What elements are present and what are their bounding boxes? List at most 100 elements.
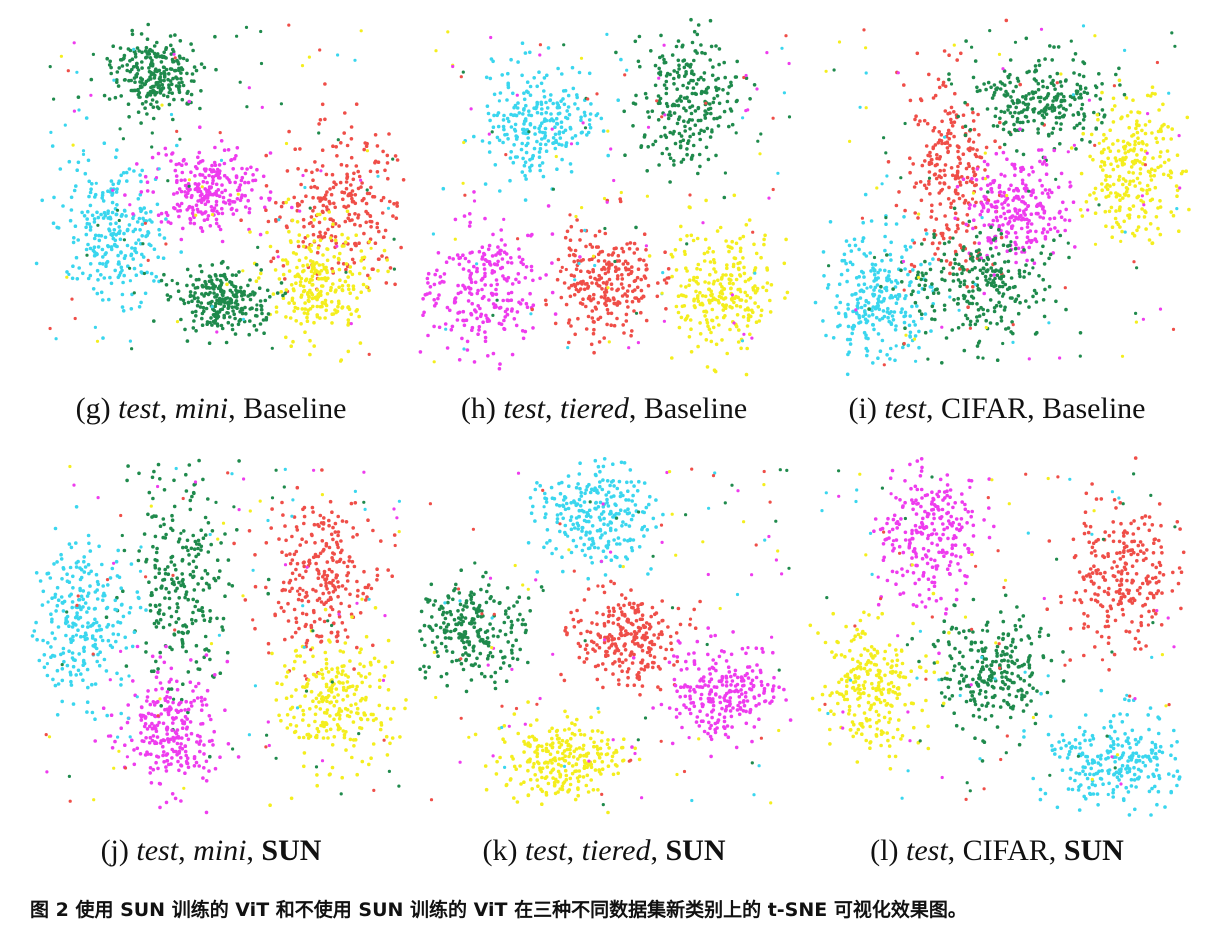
point <box>376 160 381 164</box>
point <box>1120 115 1124 119</box>
point <box>1058 142 1062 146</box>
point <box>676 117 681 122</box>
point <box>986 208 991 212</box>
point <box>76 95 81 99</box>
point <box>670 274 674 279</box>
point <box>971 285 975 289</box>
point <box>676 310 681 315</box>
point <box>493 303 498 308</box>
point <box>40 198 44 203</box>
point <box>994 209 998 214</box>
point <box>487 319 492 323</box>
point <box>961 322 965 327</box>
point <box>912 337 917 341</box>
point <box>551 136 556 140</box>
point <box>394 216 399 220</box>
point <box>683 252 687 256</box>
point <box>155 546 159 551</box>
point <box>1004 234 1009 239</box>
point <box>318 212 322 217</box>
point <box>749 314 753 319</box>
point <box>176 289 181 294</box>
point <box>286 197 291 202</box>
point <box>104 264 108 269</box>
point <box>892 310 897 314</box>
point <box>92 220 97 224</box>
point <box>936 246 940 251</box>
point <box>453 237 457 241</box>
point <box>159 220 164 224</box>
point <box>395 204 400 208</box>
point <box>920 242 924 246</box>
point <box>625 242 629 246</box>
point <box>562 43 566 47</box>
point <box>150 145 154 149</box>
point <box>961 268 966 272</box>
point <box>139 190 144 194</box>
point <box>1175 194 1179 198</box>
point <box>122 256 127 261</box>
point <box>552 141 556 145</box>
point <box>345 143 350 148</box>
point <box>1092 110 1096 115</box>
point <box>448 308 452 313</box>
point <box>1035 203 1040 207</box>
point <box>916 216 920 220</box>
point <box>857 247 861 252</box>
point <box>1093 211 1098 215</box>
point <box>730 122 735 127</box>
point <box>720 338 724 342</box>
point <box>170 518 175 522</box>
point <box>903 326 907 331</box>
point <box>194 660 199 664</box>
point <box>590 309 595 313</box>
point <box>630 299 635 304</box>
point <box>1170 31 1174 35</box>
point <box>583 113 587 118</box>
point <box>185 102 189 106</box>
point <box>586 269 590 274</box>
point <box>308 307 313 311</box>
point <box>108 222 113 226</box>
point <box>110 193 114 197</box>
point <box>1140 128 1144 133</box>
point <box>950 328 954 332</box>
point <box>933 317 937 322</box>
point <box>719 277 724 281</box>
point <box>208 167 212 172</box>
point <box>938 181 942 185</box>
point <box>615 316 619 321</box>
point <box>1171 213 1176 218</box>
point <box>767 196 771 200</box>
point <box>324 172 329 177</box>
point <box>48 65 52 69</box>
point <box>994 245 998 250</box>
point <box>472 190 476 194</box>
point <box>499 238 504 242</box>
point <box>214 199 219 204</box>
point <box>515 93 519 97</box>
point <box>186 548 190 553</box>
point <box>181 226 185 231</box>
point <box>112 78 116 82</box>
point <box>1145 143 1149 147</box>
point <box>194 213 198 217</box>
point <box>727 85 731 89</box>
point <box>1067 218 1072 223</box>
point <box>1019 226 1024 231</box>
point <box>598 315 603 320</box>
point <box>734 241 739 246</box>
point <box>624 312 629 317</box>
point <box>868 251 872 255</box>
point <box>318 230 322 235</box>
point <box>853 243 858 248</box>
point <box>942 168 946 173</box>
point <box>1133 139 1137 144</box>
point <box>221 628 225 632</box>
point <box>857 316 862 320</box>
point <box>744 109 748 113</box>
point <box>616 98 620 102</box>
point <box>1124 155 1128 160</box>
point <box>119 250 123 254</box>
point <box>196 155 200 160</box>
